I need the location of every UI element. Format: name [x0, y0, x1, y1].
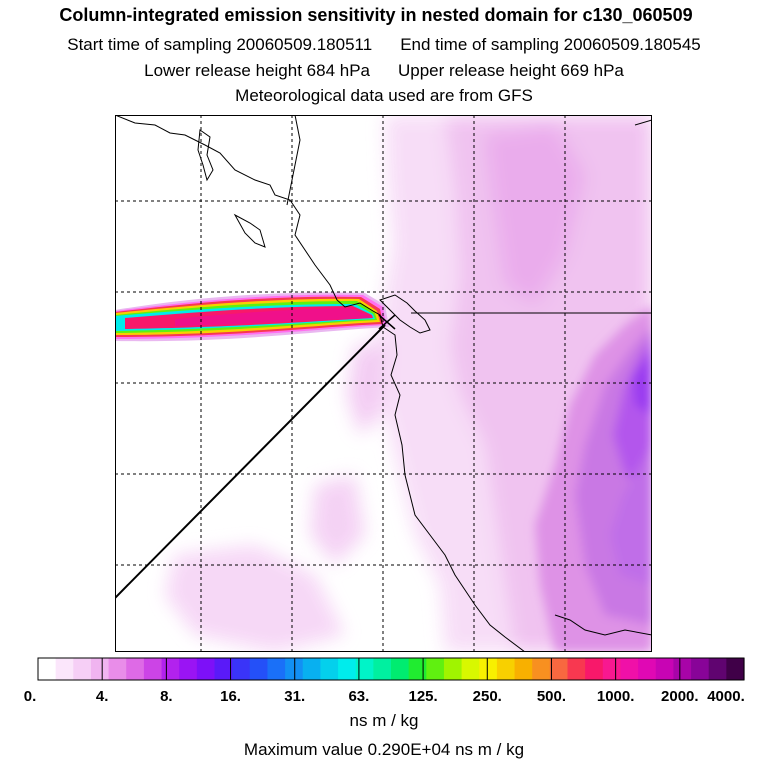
colorbar-swatch: [126, 658, 145, 680]
colorbar-swatch: [708, 658, 727, 680]
colorbar-swatch: [655, 658, 674, 680]
sampling-times: Start time of sampling 20060509.180511 En…: [0, 35, 768, 55]
sensitivity-field: [115, 115, 652, 652]
colorbar: 0. 4. 8. 16. 31. 63. 125. 250. 500. 1000. 2000. 400…: [24, 657, 745, 705]
colorbar-swatch: [320, 658, 339, 680]
colorbar-swatch: [214, 658, 233, 680]
colorbar-tick-label: 4.: [96, 688, 109, 705]
colorbar-ticks: [101, 658, 681, 680]
colorbar-swatch: [391, 658, 410, 680]
colorbar-swatch: [196, 658, 216, 680]
colorbar-swatch: [90, 658, 110, 680]
colorbar-swatch: [726, 658, 745, 680]
colorbar-swatch: [496, 658, 516, 680]
colorbar-tick-label: 2000.: [661, 688, 699, 705]
colorbar-swatch: [673, 658, 692, 680]
colorbar-swatch: [426, 658, 445, 680]
colorbar-swatch: [479, 658, 498, 680]
colorbar-tick-label: 125.: [408, 688, 437, 705]
colorbar-swatch: [73, 658, 92, 680]
release-marker: [115, 314, 396, 599]
colorbar-swatch: [620, 658, 639, 680]
colorbar-swatch: [232, 658, 251, 680]
start-time-label: Start time of sampling 20060509.180511: [67, 35, 373, 54]
colorbar-tick-label: 500.: [537, 688, 566, 705]
coastline: [115, 115, 652, 652]
colorbar-tick-label: 31.: [284, 688, 305, 705]
colorbar-swatches: [38, 658, 745, 680]
colorbar-swatch: [443, 658, 463, 680]
colorbar-swatch: [143, 658, 163, 680]
upper-height-label: Upper release height 669 hPa: [398, 61, 624, 80]
colorbar-swatch: [408, 658, 427, 680]
colorbar-swatch: [638, 658, 657, 680]
plume: [115, 292, 389, 342]
colorbar-swatch: [161, 658, 180, 680]
colorbar-swatch: [355, 658, 374, 680]
colorbar-swatch: [267, 658, 286, 680]
met-data-label: Meteorological data used are from GFS: [235, 86, 533, 105]
colorbar-tick-label: 0.: [24, 688, 37, 705]
colorbar-swatch: [514, 658, 533, 680]
max-value-label: Maximum value 0.290E+04 ns m / kg: [243, 740, 525, 759]
plot-title: Column-integrated emission sensitivity i…: [59, 5, 693, 25]
colorbar-tick-label: 1000.: [597, 688, 635, 705]
colorbar-swatch: [38, 658, 57, 680]
colorbar-tick-label: 16.: [220, 688, 241, 705]
release-heights: Lower release height 684 hPa Upper releas…: [0, 61, 768, 81]
colorbar-tick-label: 8.: [160, 688, 173, 705]
colorbar-swatch: [461, 658, 480, 680]
colorbar-swatch: [179, 658, 198, 680]
colorbar-swatch: [108, 658, 127, 680]
lower-height-label: Lower release height 684 hPa: [144, 61, 370, 80]
colorbar-swatch: [602, 658, 622, 680]
colorbar-swatch: [691, 658, 710, 680]
colorbar-tick-label: 250.: [473, 688, 502, 705]
colorbar-swatch: [373, 658, 392, 680]
colorbar-swatch: [567, 658, 586, 680]
sensitivity-map: [115, 115, 652, 652]
colorbar-swatch: [249, 658, 269, 680]
end-time-label: End time of sampling 20060509.180545: [400, 35, 701, 54]
colorbar-swatch: [338, 658, 357, 680]
colorbar-frame: [37, 657, 745, 681]
colorbar-swatch: [55, 658, 74, 680]
colorbar-tick-label: 4000.: [707, 688, 745, 705]
colorbar-swatch: [549, 658, 569, 680]
map-frame: [115, 115, 652, 652]
colorbar-swatch: [285, 658, 304, 680]
colorbar-tick-labels: 0. 4. 8. 16. 31. 63. 125. 250. 500. 1000. 2000. 400…: [24, 688, 745, 705]
colorbar-swatch: [532, 658, 551, 680]
colorbar-tick-label: 63.: [348, 688, 369, 705]
colorbar-swatch: [302, 658, 321, 680]
colorbar-swatch: [585, 658, 604, 680]
units-label: ns m / kg: [349, 711, 419, 730]
